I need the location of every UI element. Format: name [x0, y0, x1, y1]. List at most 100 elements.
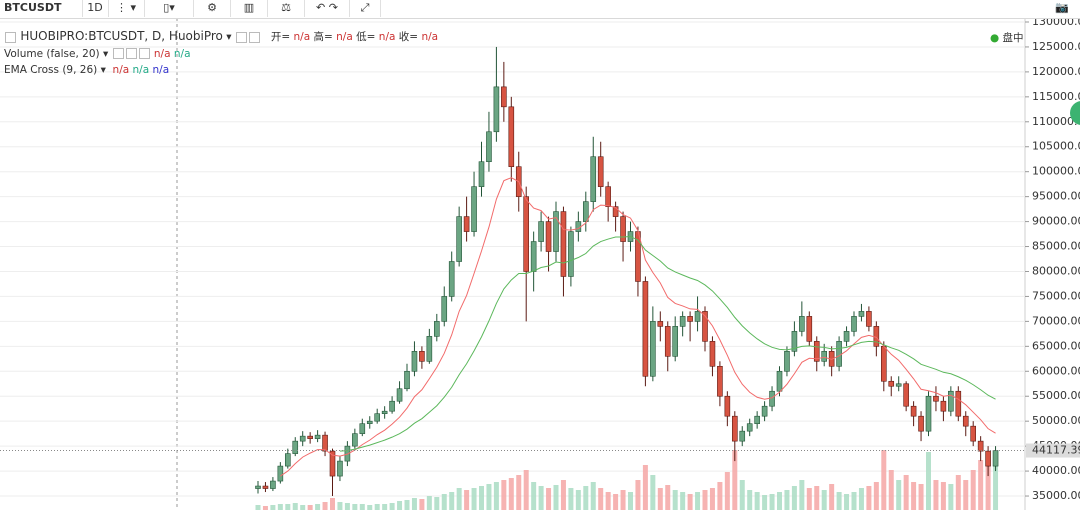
settings-button[interactable]: ⚙ — [194, 0, 231, 17]
candle-body — [352, 433, 358, 447]
volume-bar — [642, 465, 648, 510]
volume-value: n/a — [173, 47, 191, 60]
y-tick-label: 65000.00 — [1032, 339, 1080, 352]
ohlc-value: n/a — [293, 31, 311, 43]
candle-body — [880, 346, 887, 382]
candle-body — [791, 331, 798, 352]
legend-volume: Volume (false, 20) ▾ n/a n/a — [4, 47, 191, 60]
ema-value: n/a — [112, 64, 130, 76]
y-tick-label: 70000.00 — [1032, 314, 1080, 327]
candle-body — [381, 410, 388, 414]
snapshot-button[interactable]: 📷 — [1055, 1, 1069, 14]
interval-menu[interactable]: ⋮ ▾ — [108, 0, 145, 17]
volume-bar — [620, 490, 626, 510]
volume-bar — [881, 450, 887, 510]
candle-body — [597, 156, 604, 187]
volume-bar — [337, 502, 343, 510]
candle-body — [426, 336, 433, 362]
volume-bar — [672, 490, 678, 510]
volume-bar — [948, 484, 954, 510]
ohlc-value: n/a — [336, 31, 353, 43]
volume-bar — [717, 482, 723, 510]
volume-bar — [754, 492, 760, 510]
compare-button[interactable]: ⚖ — [268, 0, 305, 17]
volume-bar — [933, 480, 939, 510]
candle-body — [694, 311, 701, 322]
price-axis-bg — [1025, 0, 1080, 510]
volume-bar — [851, 492, 857, 510]
y-tick-label: 85000.00 — [1032, 240, 1080, 253]
volume-bar — [560, 480, 566, 510]
volume-bar — [732, 450, 738, 510]
volume-bar — [501, 480, 507, 510]
market-status: ● 盘中 — [990, 32, 1024, 44]
volume-bar — [262, 506, 268, 510]
indicators-button[interactable]: ▥ — [231, 0, 268, 17]
volume-bar — [829, 484, 835, 510]
volume-bar — [896, 480, 902, 510]
ohlc-value: n/a — [421, 31, 439, 43]
volume-bar — [568, 488, 574, 510]
volume-bar — [747, 490, 753, 510]
volume-bar — [583, 486, 589, 510]
candle-body — [590, 156, 597, 202]
volume-bar — [456, 488, 462, 510]
volume-bar — [464, 490, 470, 510]
volume-bar — [352, 504, 358, 510]
volume-bar — [419, 499, 425, 510]
side-button[interactable] — [1070, 101, 1080, 125]
volume-bar — [739, 480, 745, 510]
volume-bar — [777, 492, 782, 510]
y-tick-label: 120000.00 — [1032, 65, 1080, 78]
candle-body — [292, 440, 299, 454]
candle-body — [270, 480, 276, 489]
candle-body — [545, 221, 552, 252]
volume-bar — [695, 492, 701, 510]
volume-bar — [479, 486, 484, 510]
candle-body — [679, 316, 686, 327]
candle-body — [396, 388, 403, 402]
volume-bar — [724, 472, 730, 510]
volume-bar — [978, 460, 984, 510]
candle-body — [456, 216, 462, 262]
y-tick-label: 80000.00 — [1032, 264, 1080, 277]
candle-body — [687, 316, 693, 322]
candle-body — [918, 415, 924, 432]
candle-body — [962, 415, 969, 427]
candle-body — [568, 231, 574, 277]
volume-bar — [926, 452, 931, 510]
candle-body — [538, 221, 544, 242]
candle-body — [411, 351, 418, 372]
symbol-button[interactable]: BTCUSDT — [0, 0, 83, 17]
volume-bar — [955, 475, 961, 510]
volume-bar — [493, 482, 499, 510]
volume-bar — [300, 505, 306, 510]
volume-bar — [389, 503, 395, 510]
y-tick-label: 35000.00 — [1032, 489, 1080, 502]
last-price-label: 44117.39 — [1032, 444, 1080, 457]
volume-bar — [970, 470, 976, 510]
volume-bar — [605, 492, 611, 510]
chart-style-button[interactable]: ▯▾ — [145, 0, 194, 17]
fullscreen-button[interactable]: ⤢ — [350, 0, 381, 17]
toolbar: BTCUSDT 1D ⋮ ▾ ▯▾ ⚙ ▥ ⚖ ↶ ↷ ⤢ 📷 — [0, 0, 1080, 19]
candle-body — [389, 400, 395, 412]
candle-body — [866, 311, 872, 327]
candle-body — [955, 390, 962, 417]
volume-bar — [434, 497, 440, 510]
volume-bar — [553, 485, 559, 510]
volume-bar — [270, 505, 276, 510]
candle-body — [895, 383, 902, 387]
candle-body — [329, 450, 336, 477]
candle-body — [664, 326, 671, 357]
candle-body — [463, 216, 470, 232]
volume-bar — [821, 490, 827, 510]
volume-bar — [441, 494, 447, 510]
interval-button[interactable]: 1D — [82, 0, 109, 17]
volume-bar — [903, 475, 909, 510]
candle-body — [888, 380, 895, 387]
candle-body — [843, 331, 850, 342]
undo-redo[interactable]: ↶ ↷ — [305, 0, 350, 17]
last-price-box — [1026, 443, 1080, 458]
volume-bar — [546, 488, 552, 510]
